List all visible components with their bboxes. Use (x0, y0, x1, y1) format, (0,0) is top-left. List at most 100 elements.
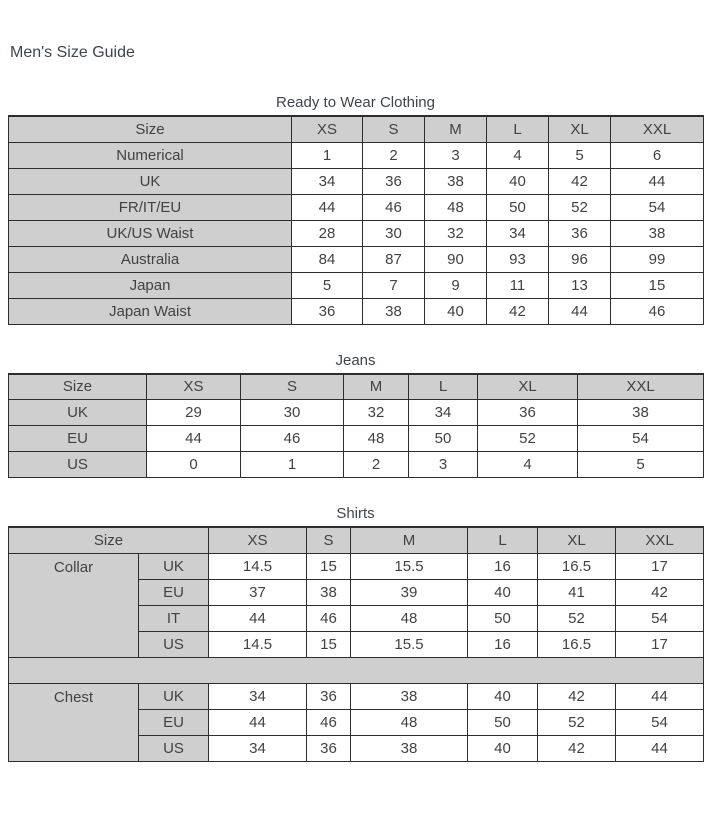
region-label-cell: EU (138, 578, 209, 606)
header-row: Size XS S M L XL XXL (8, 526, 704, 554)
table-row: EU 44 46 48 50 52 54 (8, 425, 704, 452)
value-cell: 2 (362, 141, 425, 169)
size-header-cell: XXL (577, 372, 704, 400)
value-cell: 44 (615, 682, 704, 710)
size-header-cell: S (362, 115, 425, 143)
value-cell: 34 (408, 399, 478, 426)
value-cell: 38 (610, 219, 704, 247)
corner-header-cell: Size (8, 526, 209, 554)
value-cell: 13 (548, 271, 611, 299)
row-label-cell: Japan Waist (8, 297, 292, 325)
header-row: Size XS S M L XL XXL (8, 372, 704, 400)
value-cell: 36 (306, 734, 351, 762)
size-header-cell: XXL (610, 115, 704, 143)
value-cell: 54 (615, 708, 704, 736)
value-cell: 1 (240, 451, 344, 478)
value-cell: 42 (486, 297, 549, 325)
corner-header-cell: Size (8, 115, 292, 143)
region-label-cell: UK (138, 682, 209, 710)
table-row: US 0 1 2 3 4 5 (8, 451, 704, 478)
row-label-cell: EU (8, 425, 147, 452)
region-label-cell: US (138, 734, 209, 762)
separator-cell (8, 656, 704, 684)
value-cell: 14.5 (208, 552, 307, 580)
value-cell: 46 (362, 193, 425, 221)
value-cell: 36 (291, 297, 363, 325)
value-cell: 42 (537, 734, 616, 762)
table-row: Chest UK 34 36 38 40 42 44 (8, 682, 704, 762)
table-row: UK 29 30 32 34 36 38 (8, 399, 704, 426)
value-cell: 32 (343, 399, 409, 426)
table-row: Numerical 1 2 3 4 5 6 (8, 141, 704, 169)
value-cell: 17 (615, 552, 704, 580)
value-cell: 54 (577, 425, 704, 452)
table-row: EU 44 46 48 50 52 54 (9, 708, 704, 736)
value-cell: 14.5 (208, 630, 307, 658)
value-cell: 46 (610, 297, 704, 325)
value-cell: 50 (486, 193, 549, 221)
value-cell: 28 (291, 219, 363, 247)
value-cell: 34 (208, 682, 307, 710)
value-cell: 44 (548, 297, 611, 325)
size-header-cell: XXL (615, 526, 704, 554)
value-cell: 15.5 (350, 630, 468, 658)
value-cell: 46 (240, 425, 344, 452)
value-cell: 16 (467, 552, 538, 580)
region-label-cell: US (138, 630, 209, 658)
table-row: Collar UK 14.5 15 15.5 16 16.5 17 (8, 552, 704, 658)
value-cell: 41 (537, 578, 616, 606)
value-cell: 15 (306, 552, 351, 580)
ready-to-wear-table: Size XS S M L XL XXL Numerical 1 2 3 4 5 6 UK 34 36 38 40… (8, 115, 704, 325)
table-row: Japan 5 7 9 11 13 15 (8, 271, 704, 299)
value-cell: 42 (548, 167, 611, 195)
value-cell: 5 (577, 451, 704, 478)
size-header-cell: XL (548, 115, 611, 143)
value-cell: 44 (615, 734, 704, 762)
value-cell: 38 (424, 167, 487, 195)
size-guide-page: { "page": { "title": "Men's Size Guide" … (0, 44, 711, 825)
page-title: Men's Size Guide (10, 44, 135, 61)
table-row: US 34 36 38 40 42 44 (9, 734, 704, 762)
shirts-table: Size XS S M L XL XXL Collar UK 14.5 15 15.5 16 16.5 1… (8, 526, 704, 762)
value-cell: 96 (548, 245, 611, 273)
table-row: UK/US Waist 28 30 32 34 36 38 (8, 219, 704, 247)
value-cell: 7 (362, 271, 425, 299)
value-cell: 50 (467, 604, 538, 632)
jeans-table: Size XS S M L XL XXL UK 29 30 32 34 36 38 EU 44 46 48 50 5… (8, 372, 704, 478)
caption-ready-to-wear: Ready to Wear Clothing (276, 94, 435, 111)
value-cell: 36 (362, 167, 425, 195)
value-cell: 54 (615, 604, 704, 632)
value-cell: 34 (208, 734, 307, 762)
value-cell: 4 (477, 451, 578, 478)
value-cell: 11 (486, 271, 549, 299)
value-cell: 99 (610, 245, 704, 273)
size-header-cell: S (306, 526, 351, 554)
row-label-cell: Numerical (8, 141, 292, 169)
value-cell: 42 (537, 682, 616, 710)
value-cell: 52 (548, 193, 611, 221)
value-cell: 3 (424, 141, 487, 169)
size-header-cell: XL (477, 372, 578, 400)
value-cell: 16 (467, 630, 538, 658)
value-cell: 9 (424, 271, 487, 299)
separator-row (8, 656, 704, 684)
corner-header-cell: Size (8, 372, 147, 400)
value-cell: 40 (467, 734, 538, 762)
value-cell: 34 (291, 167, 363, 195)
value-cell: 34 (486, 219, 549, 247)
table-row: FR/IT/EU 44 46 48 50 52 54 (8, 193, 704, 221)
value-cell: 0 (146, 451, 241, 478)
value-cell: 15 (306, 630, 351, 658)
size-header-cell: L (486, 115, 549, 143)
value-cell: 50 (408, 425, 478, 452)
value-cell: 5 (291, 271, 363, 299)
value-cell: 32 (424, 219, 487, 247)
value-cell: 37 (208, 578, 307, 606)
value-cell: 48 (343, 425, 409, 452)
value-cell: 6 (610, 141, 704, 169)
value-cell: 5 (548, 141, 611, 169)
value-cell: 38 (577, 399, 704, 426)
value-cell: 48 (424, 193, 487, 221)
region-label-cell: IT (138, 604, 209, 632)
value-cell: 29 (146, 399, 241, 426)
